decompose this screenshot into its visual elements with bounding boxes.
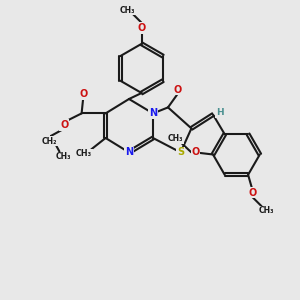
Text: CH₃: CH₃ [259,206,274,215]
Text: O: O [80,89,88,99]
Text: CH₃: CH₃ [55,152,71,161]
Text: CH₂: CH₂ [42,136,57,146]
Text: N: N [125,147,133,158]
Text: N: N [149,108,157,118]
Text: O: O [174,85,182,95]
Text: O: O [191,147,200,158]
Text: CH₃: CH₃ [168,134,183,143]
Text: S: S [177,147,184,158]
Text: H: H [216,108,224,117]
Text: CH₃: CH₃ [120,6,136,15]
Text: CH₃: CH₃ [76,149,92,158]
Text: O: O [248,188,257,198]
Text: O: O [137,23,146,33]
Text: O: O [60,120,68,130]
